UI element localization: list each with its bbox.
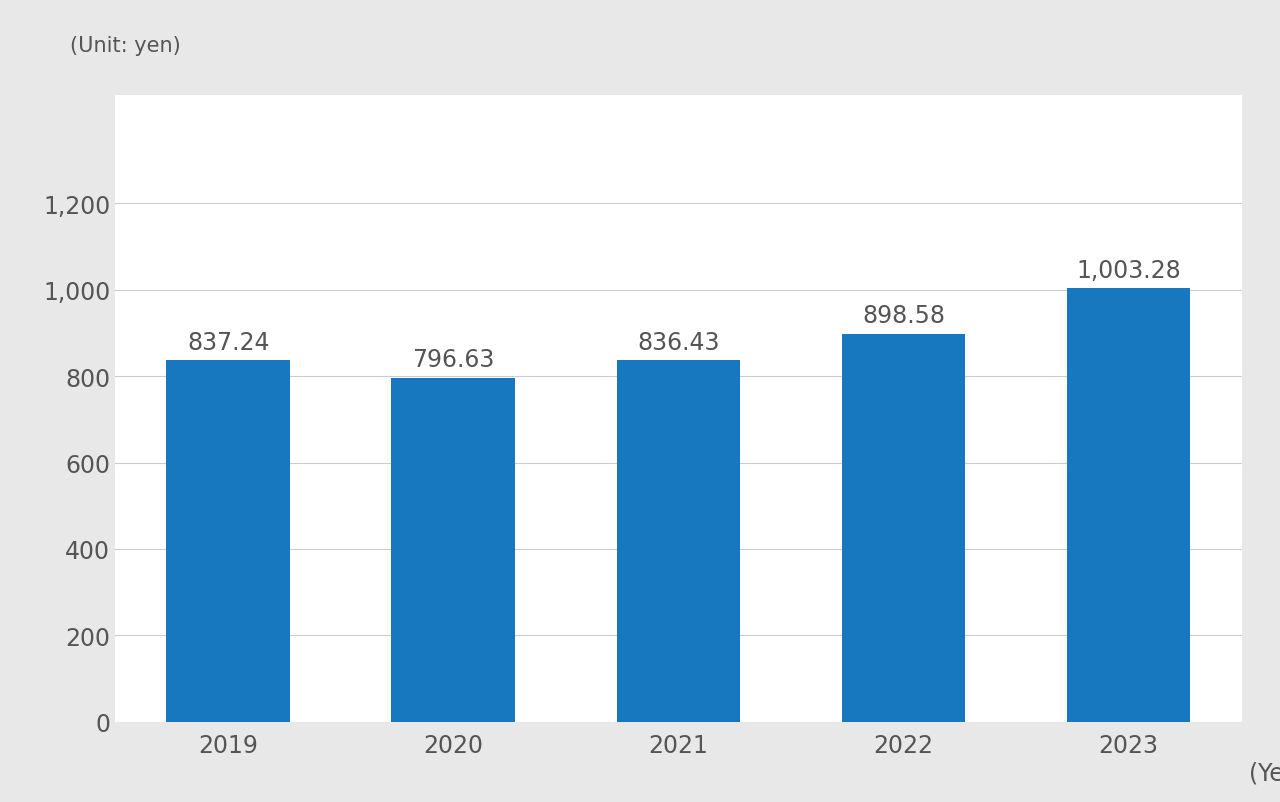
Text: 837.24: 837.24 [187, 330, 270, 354]
Text: (Unit: yen): (Unit: yen) [70, 36, 182, 56]
Text: (Years): (Years) [1248, 760, 1280, 784]
Bar [617, 361, 740, 722]
Text: 836.43: 836.43 [637, 330, 719, 354]
Text: 898.58: 898.58 [861, 304, 945, 328]
Bar [1066, 289, 1190, 722]
Bar [166, 361, 291, 722]
Bar [392, 378, 516, 722]
Text: 796.63: 796.63 [412, 348, 494, 371]
Bar [841, 334, 965, 722]
Text: 1,003.28: 1,003.28 [1076, 258, 1181, 282]
